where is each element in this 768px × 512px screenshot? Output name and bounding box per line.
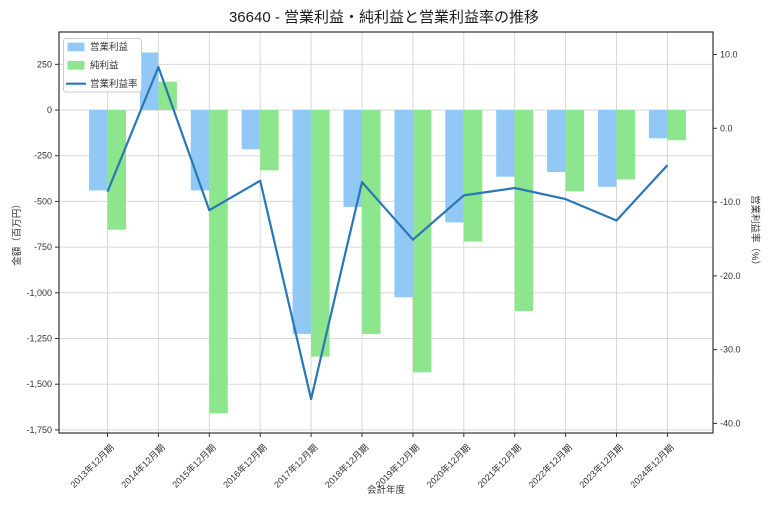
x-tick-label: 2024年12月期 — [628, 442, 676, 490]
legend-label: 営業利益 — [90, 41, 129, 53]
operating-margin-line — [106, 65, 669, 401]
legend-item-operating-profit: 営業利益 — [67, 41, 129, 53]
bar-series-operating-profit-bar — [343, 110, 362, 207]
left-tick-label: -1,000 — [26, 288, 52, 298]
bar-series-operating-profit-bar — [648, 110, 668, 139]
right-tick-label: -10.0 — [720, 197, 741, 207]
x-tick-label: 2019年12月期 — [373, 442, 421, 490]
left-tick-label: -1,750 — [26, 425, 52, 435]
bar-series-net-profit-bar — [463, 110, 483, 242]
left-axis: 250 0 -250 -500 -750 -1,000 -1,250 -1,500 -1,750 — [26, 59, 59, 435]
bar-series-operating-profit-bar — [394, 110, 413, 298]
right-tick-label: -30.0 — [720, 345, 741, 355]
x-tick-label: 2016年12月期 — [220, 442, 268, 490]
bar-series-net-profit-bar — [311, 110, 330, 357]
left-tick-label: -500 — [34, 196, 52, 206]
x-tick-label: 2023年12月期 — [577, 442, 625, 490]
x-tick-label: 2015年12月期 — [170, 442, 218, 490]
right-tick-label: 10.0 — [720, 50, 738, 60]
right-axis: 10.0 0.0 -10.0 -20.0 -30.0 -40.0 — [713, 50, 741, 428]
legend-swatch-icon — [67, 42, 85, 52]
right-tick-label: 0.0 — [720, 123, 733, 133]
x-tick-label: 2013年12月期 — [68, 442, 116, 490]
legend-label: 営業利益率 — [90, 78, 138, 90]
chart-title: 36640 - 営業利益・純利益と営業利益率の推移 — [229, 9, 539, 26]
x-axis-label: 会計年度 — [367, 484, 406, 496]
legend-label: 純利益 — [90, 60, 119, 72]
bar-series-operating-profit-bar — [547, 110, 566, 173]
y-axis-label-left: 金額（百万円） — [11, 199, 23, 266]
bar-series-operating-profit-bar — [241, 110, 261, 150]
x-axis: 2013年12月期 2014年12月期 2015年12月期 2016年12月期 2017… — [68, 433, 676, 490]
bar-series-operating-profit-bar — [445, 110, 464, 223]
x-tick-label: 2020年12月期 — [424, 442, 472, 490]
left-tick-label: -750 — [34, 242, 52, 252]
bar-series-operating-profit — [89, 52, 668, 334]
legend-swatch-icon — [67, 61, 85, 70]
bar-series-net-profit-bar — [616, 110, 635, 180]
legend-item-operating-margin: 営業利益率 — [66, 78, 138, 90]
left-tick-label: 250 — [37, 59, 52, 69]
legend-item-net-profit: 純利益 — [67, 60, 119, 72]
bar-series-operating-profit-bar — [292, 110, 312, 334]
left-tick-label: 0 — [47, 105, 52, 115]
legend-box — [63, 38, 142, 93]
bar-series-net-profit-bar — [667, 110, 686, 141]
bar-series-net-profit — [107, 81, 686, 414]
left-tick-label: -250 — [34, 151, 52, 161]
bar-series-operating-profit-bar — [190, 110, 210, 191]
bar-series-operating-profit-bar — [496, 110, 515, 177]
right-tick-label: -40.0 — [720, 418, 741, 428]
bar-series-operating-profit-bar — [598, 110, 617, 187]
bar-series-net-profit-bar — [362, 110, 381, 334]
y-axis-label-right: 営業利益率（%） — [749, 195, 761, 270]
bar-series-net-profit-bar — [514, 110, 534, 311]
bar-series-net-profit-bar — [260, 110, 279, 171]
right-tick-label: -20.0 — [720, 271, 741, 281]
x-tick-label: 2022年12月期 — [526, 442, 574, 490]
left-tick-label: -1,250 — [26, 334, 52, 344]
line-series-operating-margin — [106, 65, 669, 401]
x-tick-label: 2018年12月期 — [322, 442, 370, 490]
plot-border — [58, 31, 714, 434]
bar-series-operating-profit-bar — [89, 110, 108, 191]
bar-series-operating-profit-bar — [139, 52, 159, 111]
x-tick-label: 2021年12月期 — [475, 442, 523, 490]
bar-series-net-profit-bar — [565, 110, 585, 192]
left-tick-label: -1,500 — [26, 379, 52, 389]
bar-series-net-profit-bar — [209, 110, 228, 414]
bar-series-net-profit-bar — [412, 110, 432, 373]
x-tick-label: 2014年12月期 — [119, 442, 167, 490]
x-tick-label: 2017年12月期 — [271, 442, 319, 490]
